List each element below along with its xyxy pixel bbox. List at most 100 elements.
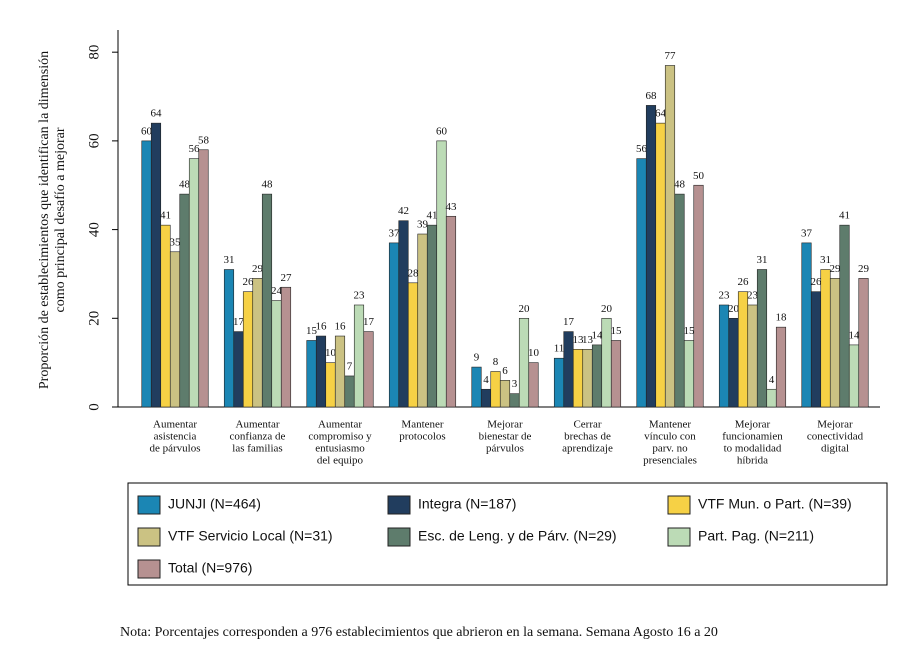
bar [398, 220, 409, 408]
value-label: 20 [728, 303, 740, 315]
value-label: 56 [636, 143, 648, 155]
bar [407, 282, 419, 408]
x-tick-label: de párvulos [149, 443, 200, 455]
bar [252, 278, 263, 408]
bar [518, 317, 530, 408]
legend-swatch [667, 527, 691, 547]
bar [141, 140, 152, 408]
value-label: 60 [436, 125, 448, 137]
value-label: 9 [474, 352, 480, 364]
value-label: 29 [858, 263, 870, 275]
x-tick-label: aprendizaje [562, 443, 613, 455]
x-tick-label: Mejorar [735, 419, 771, 431]
legend-label: VTF Mun. o Part. (N=39) [698, 496, 852, 512]
value-label: 23 [719, 290, 731, 302]
bar [718, 304, 730, 408]
value-label: 56 [189, 143, 201, 155]
bar [509, 393, 520, 408]
bar [829, 278, 841, 408]
bar [728, 317, 739, 408]
legend-label: Integra (N=187) [418, 496, 516, 512]
bar [553, 357, 565, 408]
value-label: 23 [747, 290, 759, 302]
value-label: 13 [582, 334, 594, 346]
bar [388, 242, 400, 408]
value-label: 13 [573, 334, 585, 346]
legend-swatch [667, 495, 691, 515]
bar [693, 184, 704, 408]
y-tick-label: 40 [86, 222, 102, 237]
x-tick-label: del equipo [317, 455, 364, 467]
bar [471, 366, 482, 408]
x-tick-label: Mantener [401, 419, 443, 431]
bar [436, 140, 447, 408]
x-tick-label: confianza de [230, 431, 286, 443]
x-tick-label: presenciales [643, 455, 697, 467]
value-label: 23 [354, 290, 366, 302]
bar [480, 388, 492, 408]
value-label: 10 [528, 347, 540, 359]
value-label: 68 [646, 90, 658, 102]
bar [528, 362, 539, 408]
x-tick-label: conectividad [807, 431, 864, 443]
x-tick-label: Cerrar [573, 419, 601, 431]
value-label: 20 [519, 303, 531, 315]
bar [801, 242, 812, 408]
value-label: 17 [363, 316, 375, 328]
x-tick-label: bienestar de [479, 431, 532, 443]
value-label: 8 [493, 356, 499, 368]
y-axis-title: Proporción de establecimientos que ident… [37, 51, 52, 389]
x-tick-label: híbrida [737, 455, 768, 467]
bar [839, 224, 850, 408]
legend-swatch [137, 527, 161, 547]
bar [737, 291, 749, 408]
value-label: 3 [512, 378, 518, 390]
value-label: 16 [335, 321, 347, 333]
bar [810, 291, 822, 408]
value-label: 27 [281, 272, 293, 284]
value-label: 31 [224, 254, 235, 266]
bar [169, 251, 181, 408]
value-label: 26 [738, 276, 750, 288]
legend-swatch [137, 495, 161, 515]
bar [426, 224, 438, 408]
y-tick-label: 60 [86, 133, 102, 148]
value-label: 31 [820, 254, 831, 266]
value-label: 41 [839, 210, 850, 222]
value-label: 24 [271, 285, 283, 297]
value-label: 28 [408, 267, 420, 279]
bar [572, 349, 584, 408]
value-label: 15 [611, 325, 623, 337]
legend-box [127, 482, 888, 586]
value-label: 14 [849, 329, 861, 341]
legend-label: Total (N=976) [168, 560, 252, 576]
x-tick-label: las familias [232, 443, 282, 455]
value-label: 4 [769, 374, 775, 386]
bar [683, 340, 695, 408]
value-label: 4 [483, 374, 489, 386]
value-label: 15 [306, 325, 318, 337]
value-label: 39 [417, 219, 429, 231]
bar [655, 122, 666, 408]
value-label: 43 [446, 201, 458, 213]
value-label: 64 [151, 108, 163, 120]
value-label: 6 [502, 365, 508, 377]
x-tick-label: entusiasmo [315, 443, 365, 455]
x-tick-label: to modalidad [724, 443, 782, 455]
bar [271, 300, 282, 408]
value-label: 10 [325, 347, 337, 359]
value-label: 41 [427, 210, 438, 222]
value-label: 17 [233, 316, 245, 328]
value-label: 14 [592, 329, 604, 341]
x-tick-label: compromiso y [308, 431, 372, 443]
value-label: 37 [801, 227, 813, 239]
y-axis-title: como principal desafío a mejorar [53, 127, 68, 312]
bar [775, 326, 787, 408]
bar [179, 193, 190, 408]
x-tick-label: protocolos [399, 431, 445, 443]
note: Nota: Porcentajes corresponden a 976 est… [120, 625, 718, 640]
bar [848, 344, 860, 408]
value-label: 77 [665, 50, 677, 62]
bar [610, 340, 622, 408]
bar [636, 158, 647, 408]
